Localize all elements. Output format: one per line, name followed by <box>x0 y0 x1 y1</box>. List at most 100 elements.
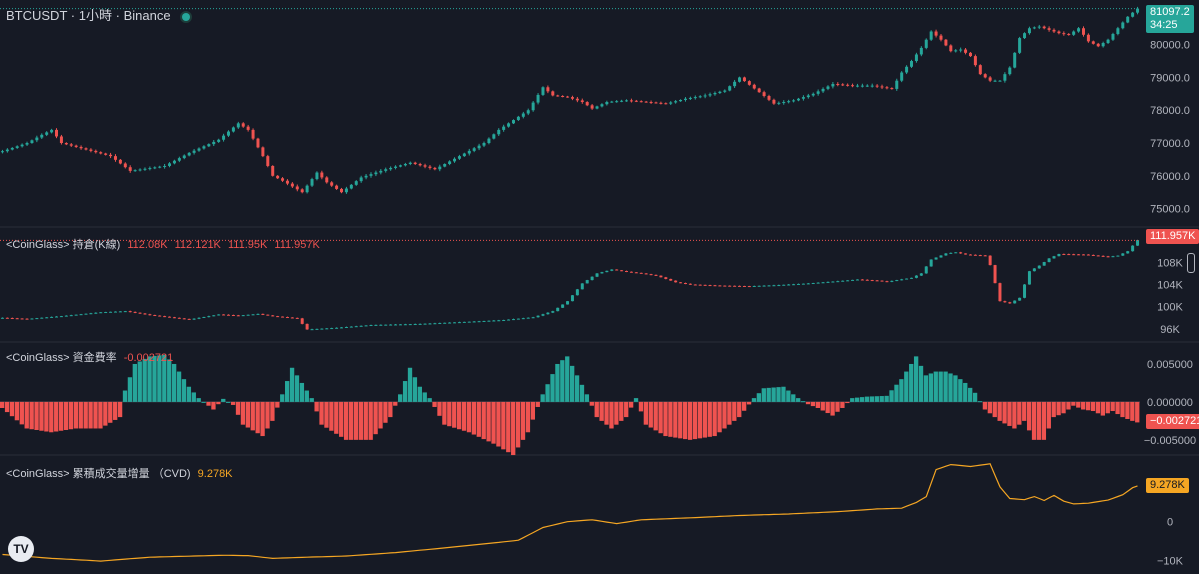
open_interest-candle <box>187 318 191 320</box>
price-candle <box>118 159 122 164</box>
price-candle <box>546 87 550 92</box>
price-candle <box>1003 74 1007 81</box>
funding-bar <box>44 401 49 432</box>
funding-bar <box>800 401 806 403</box>
price-candle <box>84 148 88 150</box>
funding-bar <box>358 401 364 440</box>
funding-bar <box>9 401 15 417</box>
open_interest-candle <box>0 317 4 319</box>
symbol-header[interactable]: BTCUSDT · 1小時 · Binance <box>6 5 191 24</box>
price-candle <box>261 147 265 157</box>
funding-bar <box>476 401 481 437</box>
open_interest-candle <box>418 323 422 325</box>
price-candle <box>536 94 540 103</box>
funding-bar <box>181 379 187 402</box>
funding-bar <box>137 361 142 402</box>
open_interest-candle <box>256 313 260 315</box>
funding-bar <box>850 398 855 402</box>
open_interest-candle <box>168 316 172 318</box>
price-candle <box>752 84 756 89</box>
price-candle <box>158 166 162 168</box>
funding-bar <box>845 401 850 404</box>
price-candle <box>929 31 933 40</box>
price-candle <box>919 47 923 55</box>
price-candle <box>905 66 909 73</box>
cvd-legend[interactable]: <CoinGlass> 累積成交量增量 （CVD) 9.278K <box>6 465 233 481</box>
tradingview-logo[interactable]: TV <box>8 536 34 562</box>
open_interest-candle <box>497 320 501 322</box>
oi-legend[interactable]: <CoinGlass> 持倉(K線) 112.08K 112.121K 111.… <box>6 236 320 252</box>
open_interest-candle <box>25 318 29 320</box>
open_interest-candle <box>310 329 314 331</box>
funding-bar <box>653 401 658 431</box>
funding-bar <box>796 398 801 402</box>
open_interest-candle <box>610 269 614 271</box>
funding-bar <box>1041 401 1047 440</box>
price-candle <box>389 167 393 170</box>
open_interest-candle <box>625 270 629 272</box>
funding-bar <box>285 381 290 402</box>
price-y-tick-label: 78000.0 <box>1150 105 1190 117</box>
price-candle <box>806 95 810 98</box>
price-candle <box>482 143 486 146</box>
open_interest-candle <box>541 314 545 316</box>
open_interest-candle <box>1121 253 1125 256</box>
pane-resize-handle[interactable] <box>1187 253 1195 273</box>
funding-bar <box>275 401 280 408</box>
price-candle <box>914 54 918 62</box>
price-candle <box>271 165 275 176</box>
open_interest-candle <box>654 274 658 276</box>
funding-bar <box>19 401 24 425</box>
funding-bar <box>299 382 305 402</box>
open_interest-candle <box>816 282 820 284</box>
open_interest-candle <box>290 317 294 319</box>
oi-low: 111.95K <box>227 239 268 251</box>
funding-bar <box>471 401 477 435</box>
funding-bar <box>864 396 870 402</box>
price-candle <box>281 178 285 181</box>
price-candle <box>610 101 614 103</box>
open_interest-candle <box>45 317 49 319</box>
price-candle <box>104 153 108 155</box>
funding-bar <box>368 401 373 440</box>
open_interest-candle <box>1091 254 1095 256</box>
funding-bar <box>34 401 39 430</box>
price-candle <box>394 166 398 168</box>
price-candle <box>649 102 653 104</box>
header-separator: · <box>115 8 120 23</box>
open_interest-candle <box>231 315 235 317</box>
open_interest-candle <box>340 327 344 329</box>
funding-bar <box>786 390 791 402</box>
funding-bar <box>250 401 255 431</box>
funding-bar <box>530 401 536 420</box>
open_interest-candle <box>875 280 879 282</box>
open_interest-candle <box>526 317 530 319</box>
open_interest-candle <box>669 278 673 281</box>
header-separator: · <box>70 8 76 23</box>
funding-title: <CoinGlass> 資金費率 <box>6 352 117 364</box>
funding-bar <box>722 401 727 429</box>
funding-bar <box>1081 401 1086 410</box>
open_interest-candle <box>811 283 815 285</box>
funding-bar <box>565 356 570 402</box>
funding-legend[interactable]: <CoinGlass> 資金費率 -0.002721 <box>6 349 173 365</box>
open_interest-candle <box>5 317 9 319</box>
price-candle <box>1032 27 1036 29</box>
open_interest-candle <box>202 316 206 318</box>
price-candle <box>964 49 968 53</box>
price-candle <box>910 61 914 67</box>
funding-bar <box>378 401 383 429</box>
price-candle <box>1008 67 1012 75</box>
open_interest-candle <box>968 254 972 256</box>
price-candle <box>487 138 491 144</box>
price-candle <box>59 136 63 144</box>
open_interest-candle <box>590 276 594 281</box>
funding-bar <box>186 386 192 402</box>
funding-bar <box>412 377 418 402</box>
funding-bar <box>1076 401 1081 408</box>
open_interest-candle <box>703 284 707 286</box>
open_interest-candle <box>349 326 353 328</box>
open_interest-y-tick-label: 104K <box>1157 280 1183 292</box>
funding-bar <box>520 401 526 440</box>
